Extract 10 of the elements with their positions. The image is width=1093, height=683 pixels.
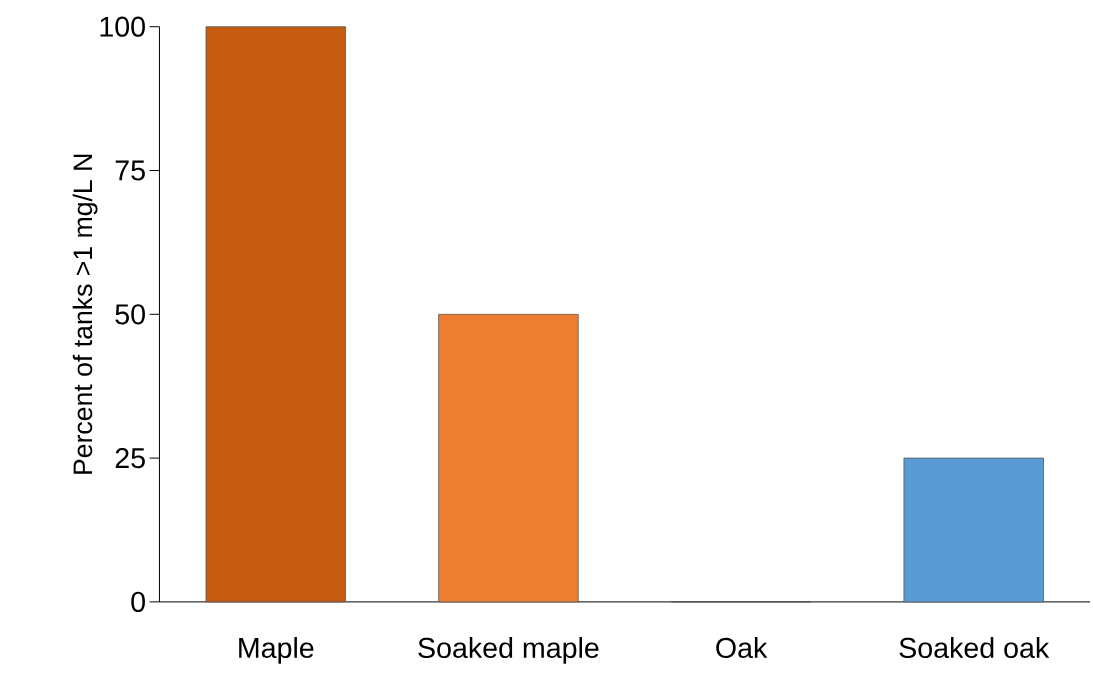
y-axis-title: Percent of tanks >1 mg/L N	[72, 154, 98, 474]
y-tick-label: 0	[131, 591, 145, 612]
y-tick-label: 100	[100, 16, 145, 37]
y-tick-label: 25	[115, 447, 145, 469]
x-tick-label: Oak	[716, 637, 768, 659]
y-tick-label: 75	[115, 160, 145, 181]
x-tick-label: Soaked oak	[899, 637, 1050, 659]
y-tick-label: 50	[115, 304, 145, 325]
x-tick-label: Maple	[239, 637, 314, 664]
x-tick-label: Soaked maple	[418, 637, 599, 664]
